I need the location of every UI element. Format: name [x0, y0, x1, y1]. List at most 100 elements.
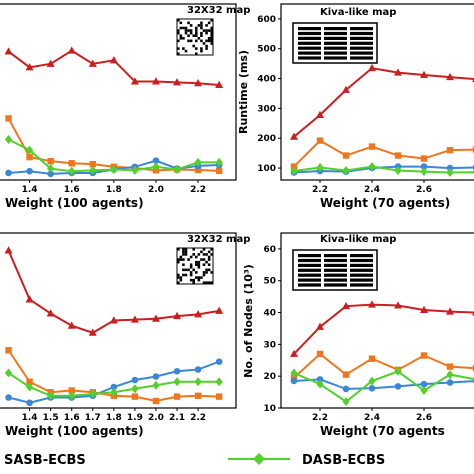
p1-map-cell: [187, 21, 190, 25]
p2-y-tick-label: 100: [257, 164, 276, 174]
p3-map-cell: [207, 255, 211, 259]
p1-map-cell: [187, 39, 190, 43]
p3-map-cell: [205, 260, 208, 264]
p2-green-point: [342, 165, 350, 175]
p4-series-line-red: [293, 303, 474, 355]
p2-map-shelf: [350, 41, 373, 45]
p1-map-cell: [195, 26, 198, 30]
p2-series-line-green: [293, 165, 474, 174]
p4-y-tick-label: 30: [263, 340, 276, 350]
p2-map-shelf: [324, 31, 347, 36]
p4-x-tick-label: 2.2: [312, 413, 328, 423]
p2-series-orange: [290, 137, 474, 170]
p3-map-cell: [197, 278, 201, 282]
p3-map-cell: [189, 278, 193, 282]
p2-red-point: [316, 110, 324, 118]
p3-map-cell: [202, 248, 206, 251]
p3-red-point: [4, 246, 13, 254]
p1-red-point: [88, 59, 97, 67]
p3-series-red: [4, 246, 224, 336]
p2-series-green: [290, 162, 474, 178]
p3-map-cell: [202, 253, 206, 256]
p1-map-cell: [192, 34, 195, 37]
chart-panel-p1: 1.4 1.6 1.8 2.0 2.2 Weight (100 agents) 32X32 …: [0, 3, 250, 210]
p3-orange-point: [68, 387, 75, 394]
p1-red-point: [151, 77, 160, 85]
p1-map-cell: [205, 24, 208, 27]
p4-orange-point: [420, 352, 428, 359]
p3-map-cell: [210, 248, 213, 251]
p2-orange-point: [394, 152, 402, 159]
p3-map-cell: [205, 271, 208, 274]
p3-map-cell: [189, 255, 193, 259]
legend-label-red: SASB-ECBS: [4, 453, 86, 468]
p1-map-cell: [179, 37, 183, 40]
p2-orange-point: [342, 152, 350, 159]
p1-red-point: [215, 80, 224, 88]
p1-map-cell: [200, 31, 203, 35]
p1-map-cell: [210, 37, 213, 40]
p4-plot-area: [290, 300, 474, 407]
p4-red-point: [290, 349, 298, 357]
p3-map-cell: [195, 271, 198, 274]
p4-blue-point: [394, 383, 402, 390]
p4-blue-point: [368, 384, 376, 392]
p1-green-point: [194, 157, 202, 167]
p3-map-cell: [177, 281, 180, 284]
p3-map-cell: [202, 271, 206, 274]
p1-red-point: [25, 63, 34, 71]
p3-orange-point: [173, 393, 181, 400]
p4-map-shelf: [350, 273, 373, 277]
p4-blue-point: [342, 385, 350, 393]
p4-map-shelf: [350, 278, 373, 282]
p3-red-point: [88, 328, 97, 336]
p3-map-cell: [182, 268, 185, 272]
p3-map-cell: [205, 281, 208, 284]
p3-map-cell: [184, 250, 188, 254]
p3-x-tick-label: 1.5: [43, 413, 59, 423]
p3-map-cell: [195, 263, 198, 266]
p1-green-point: [25, 145, 34, 155]
p4-red-point: [446, 307, 454, 315]
p1-green-point: [131, 165, 139, 175]
p3-series-green: [4, 368, 223, 401]
p2-y-tick-label: 200: [257, 134, 276, 144]
p3-map-cell: [195, 260, 198, 264]
p3-map-cell: [202, 281, 206, 284]
p2-orange-point: [368, 143, 376, 150]
p3-map-cell: [200, 250, 203, 254]
p1-map-cell: [205, 47, 208, 50]
p1-red-point: [130, 77, 139, 85]
p2-map-title: Kiva-like map: [320, 7, 396, 18]
p3-map-cell: [192, 253, 195, 256]
p1-red-point: [4, 47, 13, 55]
p2-green-point: [420, 167, 428, 177]
p3-map-cell: [192, 268, 195, 272]
p2-y-tick-label: 300: [257, 104, 276, 114]
p1-x-tick-label: 2.2: [190, 185, 206, 195]
p2-red-point: [394, 68, 402, 76]
p1-red-point: [67, 46, 76, 54]
p1-map-cell: [205, 31, 208, 35]
p3-green-point: [47, 391, 55, 401]
p3-red-point: [109, 316, 118, 324]
p3-map-cell: [179, 258, 183, 261]
p3-x-tick-label: 2.1: [169, 413, 185, 423]
p2-orange-point: [316, 137, 324, 144]
p3-map-cell: [187, 268, 190, 272]
p3-orange-point: [26, 378, 33, 385]
p3-orange-point: [5, 347, 12, 354]
p4-orange-point: [342, 371, 350, 378]
p3-green-point: [173, 377, 181, 387]
p3-red-point: [151, 314, 160, 322]
p4-map-shelf: [324, 258, 347, 263]
p3-red-point: [46, 309, 55, 317]
p3-orange-point: [215, 393, 223, 400]
p1-map-cell: [210, 29, 213, 32]
p1-orange-point: [26, 153, 33, 161]
p2-map-shelf: [298, 46, 321, 50]
p1-map-cell: [200, 34, 203, 37]
p4-red-point: [420, 305, 428, 313]
p4-y-tick-label: 20: [263, 372, 276, 382]
